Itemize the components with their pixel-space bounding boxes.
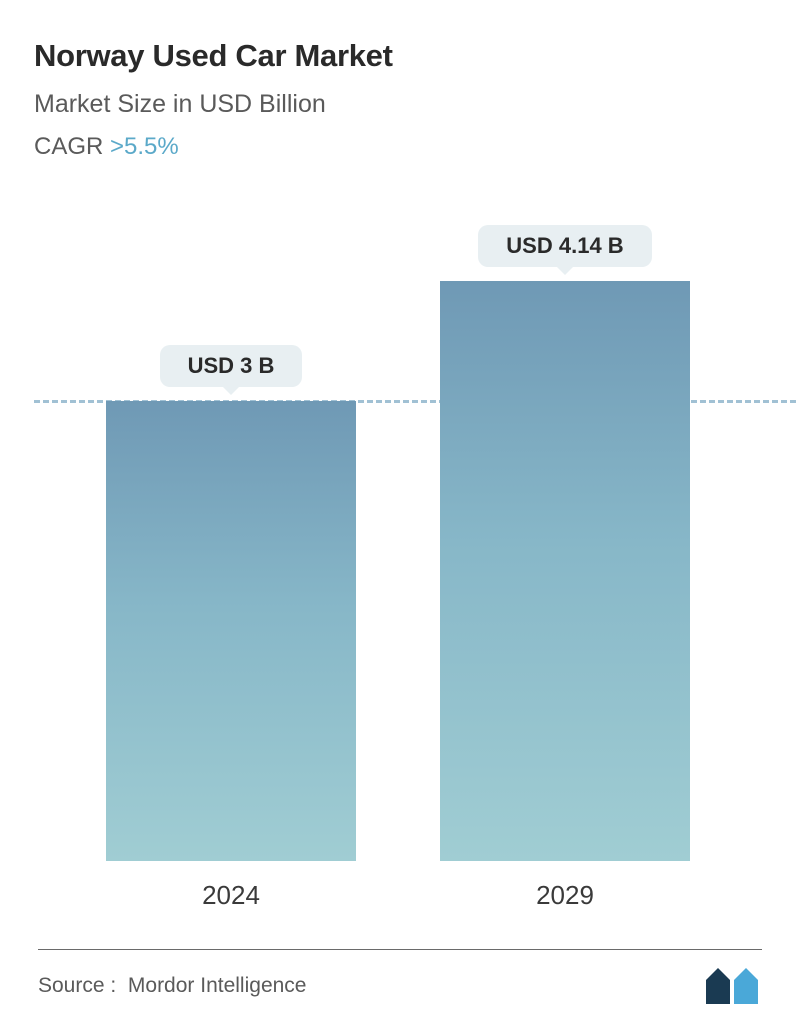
value-pill-2024: USD 3 B bbox=[160, 345, 303, 387]
chart-subtitle: Market Size in USD Billion bbox=[34, 90, 762, 119]
bars-wrap: USD 3 B USD 4.14 B bbox=[34, 221, 762, 861]
bar-group-2024: USD 3 B bbox=[106, 345, 356, 861]
logo-icon bbox=[704, 966, 762, 1006]
cagr-label: CAGR bbox=[34, 133, 103, 160]
brand-logo bbox=[704, 966, 762, 1006]
xlabel-2024: 2024 bbox=[106, 880, 356, 911]
chart-area: USD 3 B USD 4.14 B 2024 2029 bbox=[34, 221, 762, 861]
footer: Source : Mordor Intelligence bbox=[38, 949, 762, 1006]
bar-group-2029: USD 4.14 B bbox=[440, 225, 690, 861]
source-label: Source : bbox=[38, 974, 116, 997]
x-axis-labels: 2024 2029 bbox=[34, 880, 762, 911]
cagr-line: CAGR >5.5% bbox=[34, 133, 762, 161]
chart-title: Norway Used Car Market bbox=[34, 38, 762, 74]
source-name: Mordor Intelligence bbox=[128, 974, 307, 997]
chart-container: Norway Used Car Market Market Size in US… bbox=[0, 0, 796, 1034]
cagr-value: >5.5% bbox=[110, 133, 179, 160]
value-pill-2029: USD 4.14 B bbox=[478, 225, 651, 267]
bar-2029 bbox=[440, 281, 690, 861]
xlabel-2029: 2029 bbox=[440, 880, 690, 911]
bar-2024 bbox=[106, 401, 356, 861]
source-text: Source : Mordor Intelligence bbox=[38, 974, 306, 998]
